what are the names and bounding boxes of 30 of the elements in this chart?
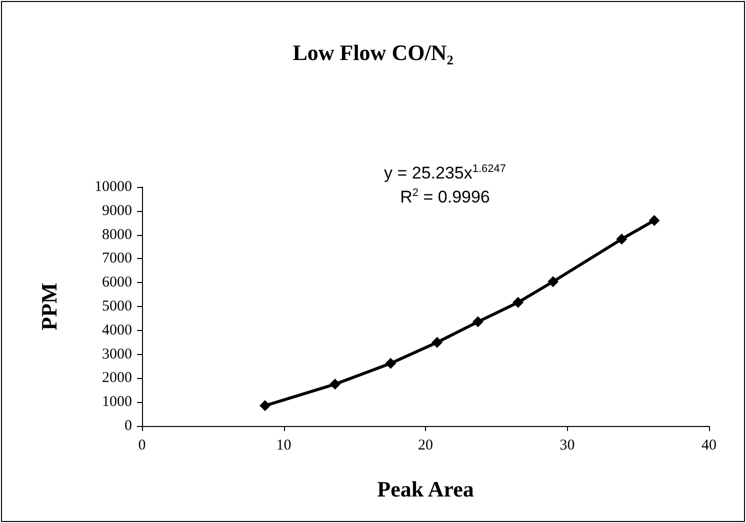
- y-tick-label: 3000: [102, 346, 132, 362]
- point: [432, 336, 443, 348]
- y-tick-label: 10000: [94, 179, 132, 195]
- chart-title: Low Flow CO/N₂: [292, 40, 454, 66]
- y-tick-label: 4000: [102, 322, 132, 338]
- y-tick-label: 5000: [102, 298, 132, 314]
- point: [648, 214, 660, 226]
- point: [616, 234, 628, 245]
- point: [512, 296, 524, 308]
- point: [548, 276, 559, 288]
- x-tick-label: 40: [702, 438, 716, 454]
- y-tick-label: 2000: [102, 370, 132, 386]
- y-tick-label: 0: [124, 418, 132, 434]
- point: [472, 316, 484, 328]
- point: [330, 378, 341, 390]
- x-tick-label: 0: [138, 438, 146, 454]
- x-tick-label: 20: [418, 438, 433, 454]
- y-tick-label: 8000: [102, 226, 132, 243]
- text: y = 25.235x$^{1.6247}$: [384, 163, 506, 184]
- y-tick-label: 7000: [102, 250, 132, 267]
- point: [260, 400, 271, 412]
- annotation: R$^{2}$ = 0.9996: [400, 187, 490, 208]
- x-tick-label: 10: [276, 438, 292, 454]
- y-tick-label: 9000: [102, 202, 132, 219]
- point: [385, 358, 396, 369]
- x-axis-title: Peak Area: [377, 476, 474, 502]
- y-tick-label: 1000: [102, 394, 132, 410]
- x-tick-label: 30: [560, 438, 575, 454]
- y-axis-title: PPM: [36, 282, 62, 330]
- y-tick-label: 6000: [102, 274, 132, 291]
